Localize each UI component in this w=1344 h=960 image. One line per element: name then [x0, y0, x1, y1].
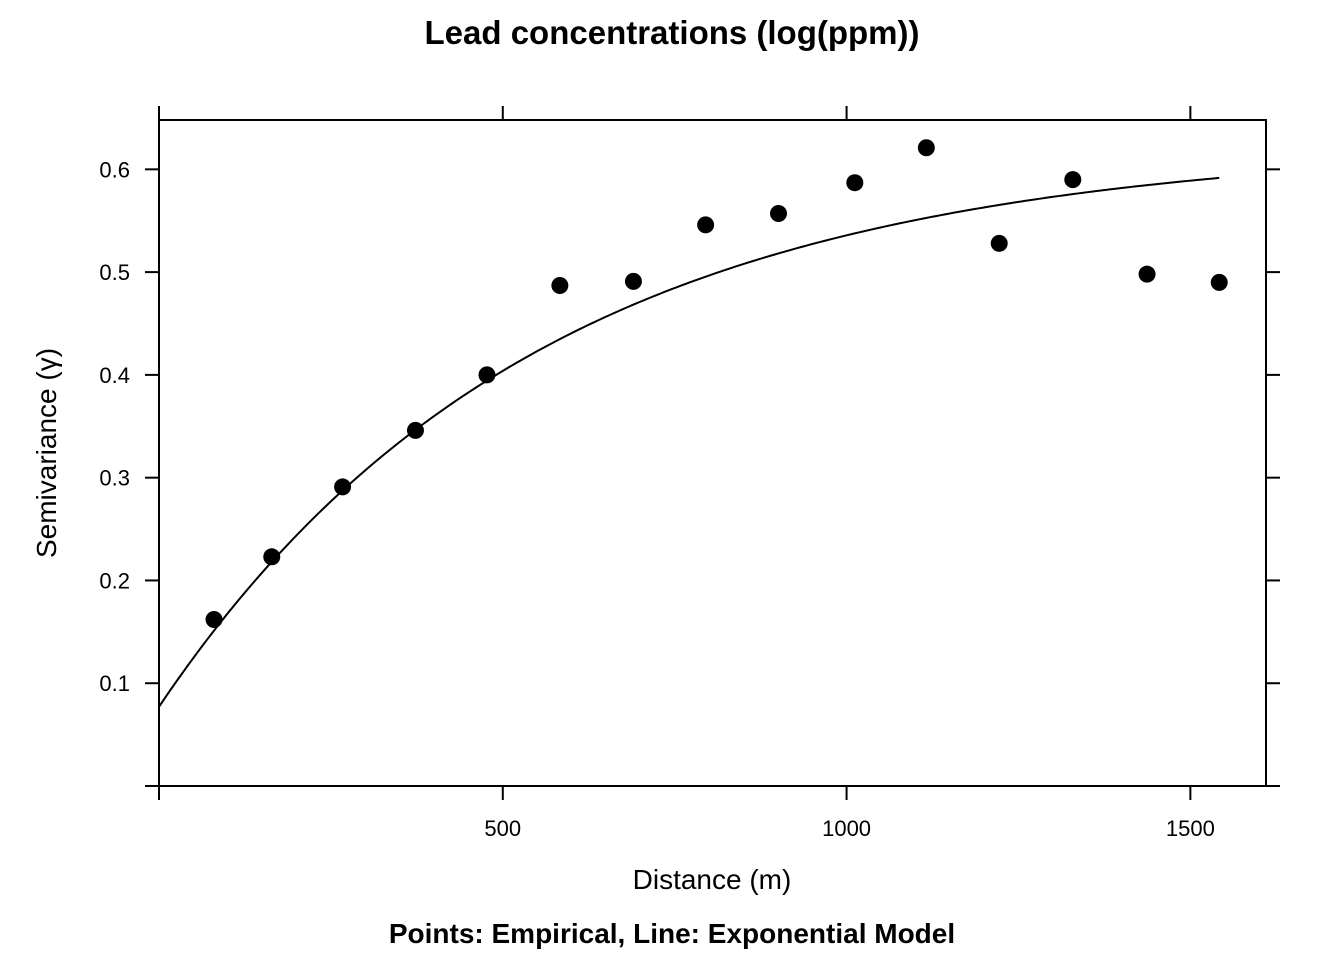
y-tick-label: 0.2 [99, 568, 130, 593]
empirical-point [846, 174, 864, 192]
empirical-point [551, 276, 569, 294]
empirical-point [1138, 265, 1156, 283]
x-tick-label: 1000 [822, 816, 871, 841]
empirical-point [1210, 273, 1228, 291]
x-axis-ticks [158, 106, 1192, 800]
y-axis-label: Semivariance (γ) [31, 348, 62, 558]
y-axis-ticks [145, 168, 1280, 787]
empirical-point [624, 272, 642, 290]
chart-title: Lead concentrations (log(ppm)) [425, 14, 920, 51]
x-axis-tick-labels: 500 1000 1500 [484, 816, 1214, 841]
plot-frame [158, 119, 1267, 787]
empirical-point [990, 234, 1008, 252]
y-tick-label: 0.1 [99, 671, 130, 696]
exponential-model-line [158, 176, 1220, 708]
y-tick-label: 0.4 [99, 363, 130, 388]
empirical-point [406, 421, 424, 439]
empirical-point [1064, 171, 1082, 189]
empirical-point [770, 205, 788, 223]
x-tick-label: 1500 [1166, 816, 1215, 841]
y-tick-label: 0.3 [99, 466, 130, 491]
empirical-point [478, 366, 496, 384]
empirical-points [205, 139, 1228, 628]
empirical-point [334, 478, 352, 496]
empirical-point [697, 216, 715, 234]
empirical-point [263, 548, 281, 566]
y-tick-label: 0.5 [99, 260, 130, 285]
y-tick-label: 0.6 [99, 157, 130, 182]
x-tick-label: 500 [484, 816, 521, 841]
y-axis-tick-labels: 0.1 0.2 0.3 0.4 0.5 0.6 [99, 157, 130, 696]
empirical-point [917, 139, 935, 157]
x-axis-label: Distance (m) [633, 864, 792, 895]
chart-subtitle: Points: Empirical, Line: Exponential Mod… [389, 918, 955, 949]
empirical-point [205, 611, 223, 628]
